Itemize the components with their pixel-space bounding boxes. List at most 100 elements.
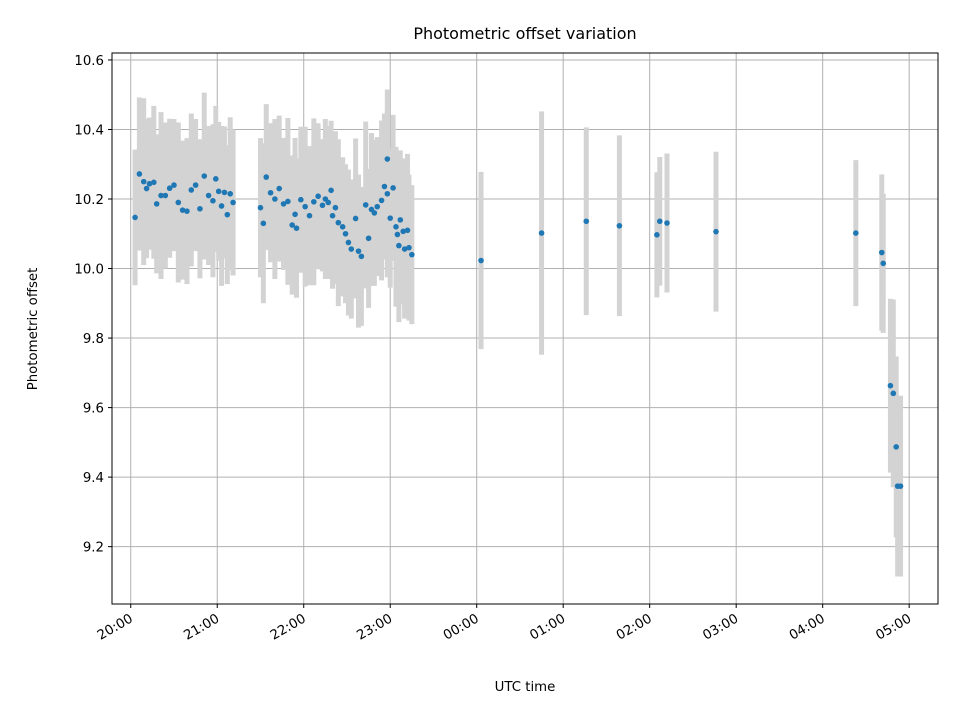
data-point	[381, 183, 388, 190]
data-point	[184, 208, 190, 214]
data-point	[397, 217, 404, 223]
data-point	[136, 171, 143, 177]
data-point	[153, 201, 160, 207]
data-point	[328, 187, 334, 194]
data-point	[224, 211, 231, 218]
data-point	[348, 246, 355, 252]
data-point	[878, 249, 885, 256]
data-point	[140, 178, 147, 185]
data-point	[390, 185, 396, 191]
data-point	[227, 190, 234, 197]
data-point	[230, 199, 236, 206]
data-point	[374, 203, 381, 210]
data-point	[325, 199, 332, 206]
y-tick-label: 10.6	[74, 54, 104, 69]
data-point	[212, 176, 219, 182]
y-axis-title: Photometric offset	[26, 268, 41, 391]
data-point	[285, 198, 291, 205]
data-point	[158, 192, 164, 199]
data-point	[345, 239, 352, 246]
data-point	[272, 196, 278, 202]
data-point	[292, 211, 298, 218]
data-point	[890, 390, 897, 397]
plot-frame	[111, 52, 939, 605]
data-point	[664, 220, 670, 226]
y-tick-label: 10.2	[74, 193, 104, 208]
y-tick-label: 10.0	[74, 263, 104, 278]
data-point	[162, 192, 169, 199]
data-point	[132, 214, 138, 221]
data-point	[387, 215, 394, 221]
data-point	[654, 232, 660, 238]
y-tick-label: 10.4	[74, 123, 104, 138]
data-point	[276, 185, 283, 192]
data-point	[263, 174, 270, 180]
data-point	[332, 204, 339, 211]
data-point	[210, 197, 216, 204]
data-point	[400, 228, 406, 235]
data-point	[404, 227, 411, 234]
data-point	[384, 156, 391, 162]
data-point	[656, 218, 663, 225]
data-point	[335, 219, 342, 226]
data-point	[171, 182, 177, 188]
data-point	[396, 242, 402, 249]
data-point	[289, 222, 295, 228]
data-point	[478, 257, 484, 264]
data-point	[175, 199, 182, 206]
data-point	[293, 225, 300, 232]
data-point	[298, 196, 304, 203]
data-points	[132, 156, 904, 489]
data-point	[355, 248, 362, 254]
data-point	[267, 189, 274, 196]
data-point	[897, 483, 904, 489]
data-point	[197, 205, 203, 212]
data-point	[339, 224, 346, 230]
data-point	[409, 251, 415, 258]
data-point	[201, 173, 208, 179]
data-point	[329, 212, 336, 219]
data-point	[893, 444, 899, 450]
chart-title: Photometric offset variation	[413, 24, 636, 43]
grid	[112, 53, 938, 604]
x-axis-title: UTC time	[495, 680, 556, 695]
data-point	[311, 198, 317, 205]
data-point	[302, 203, 308, 210]
data-point	[319, 202, 326, 209]
data-point	[616, 222, 623, 229]
y-tick-label: 9.4	[83, 471, 104, 486]
data-point	[315, 193, 321, 200]
data-point	[880, 260, 887, 267]
data-point	[401, 246, 408, 252]
data-point	[151, 179, 157, 186]
data-point	[218, 203, 225, 209]
data-point	[362, 202, 369, 208]
data-point	[583, 218, 590, 225]
y-tick-label: 9.2	[83, 541, 104, 556]
data-point	[205, 192, 212, 199]
data-point	[221, 189, 228, 196]
data-point	[179, 207, 186, 213]
data-point	[713, 228, 719, 235]
data-point	[257, 204, 264, 211]
data-point	[215, 188, 222, 195]
data-point	[365, 235, 372, 242]
data-point	[378, 197, 385, 204]
data-point	[260, 220, 267, 227]
data-point	[342, 230, 349, 237]
y-tick-label: 9.6	[83, 402, 104, 417]
data-point	[143, 185, 150, 192]
data-point	[146, 180, 153, 187]
y-axis: 9.2 9.4 9.6 9.8 10.0 10.2 10.4 10.6	[74, 54, 112, 556]
data-point	[371, 210, 378, 216]
data-point	[384, 190, 391, 197]
data-point	[280, 201, 287, 207]
data-point	[188, 187, 195, 193]
data-point	[887, 382, 894, 389]
data-point	[853, 230, 859, 236]
data-point	[166, 185, 173, 192]
data-point	[393, 224, 399, 230]
data-point	[358, 253, 365, 260]
data-point	[394, 231, 401, 238]
